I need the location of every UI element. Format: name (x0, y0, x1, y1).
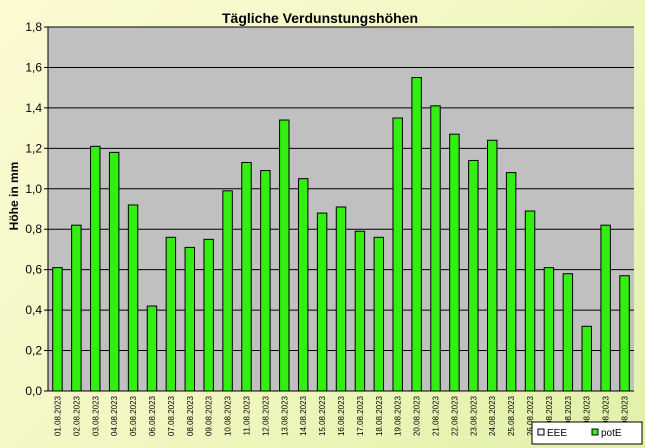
x-tick-label: 29.08.2023 (583, 395, 592, 436)
x-tick-label: 19.08.2023 (394, 395, 403, 436)
bar (146, 305, 158, 392)
x-tick-label: 06.08.2023 (148, 395, 157, 436)
x-tick-label: 03.08.2023 (91, 395, 100, 436)
y-axis-ticks: 0,0 0,2 0,4 0,6 0,8 1,0 1,2 1,4 1,6 1,8 (25, 20, 48, 398)
x-tick-label: 15.08.2023 (318, 395, 327, 436)
bar (524, 210, 536, 392)
legend-swatch (591, 428, 599, 436)
bar (52, 267, 63, 392)
x-tick-label: 22.08.2023 (450, 395, 459, 436)
bar (165, 236, 177, 392)
bar (373, 236, 385, 392)
y-axis-label: Höhe in mm (7, 162, 21, 231)
legend: EEE potE (531, 421, 643, 445)
legend-label: potE (601, 428, 622, 439)
bar (600, 224, 611, 392)
y-tick-label: 1,8 (25, 20, 42, 34)
y-tick-label: 0,4 (25, 303, 42, 317)
bar (108, 151, 120, 392)
bar (260, 170, 271, 392)
bar (411, 77, 422, 392)
x-tick-label: 08.08.2023 (186, 395, 195, 436)
legend-label: EEE (547, 428, 567, 439)
x-tick-label: 24.08.2023 (488, 395, 497, 436)
x-tick-label: 20.08.2023 (413, 395, 422, 436)
bar (316, 212, 328, 392)
x-tick-label: 07.08.2023 (167, 395, 176, 436)
bar (581, 325, 592, 392)
bar (562, 273, 574, 392)
x-tick-label: 28.08.2023 (564, 395, 573, 436)
x-tick-label: 12.08.2023 (261, 395, 270, 436)
legend-box (531, 421, 643, 445)
bar (90, 145, 101, 392)
bar (468, 159, 479, 392)
x-tick-label: 02.08.2023 (72, 395, 81, 436)
bar (279, 119, 290, 392)
bars (52, 77, 630, 392)
x-tick-label: 26.08.2023 (526, 395, 535, 436)
bar (543, 267, 555, 392)
bar (203, 238, 214, 392)
y-tick-label: 0,6 (25, 263, 42, 277)
bar (449, 133, 460, 392)
bar (184, 246, 195, 392)
y-tick-label: 0,0 (25, 384, 42, 398)
x-tick-label: 23.08.2023 (469, 395, 478, 436)
bar (505, 172, 517, 392)
y-tick-label: 0,8 (25, 222, 42, 236)
bar (487, 139, 498, 392)
chart-title: Tägliche Verdunstungshöhen (222, 10, 418, 26)
x-tick-label: 11.08.2023 (242, 395, 251, 435)
x-tick-label: 25.08.2023 (507, 395, 516, 436)
x-tick-label: 31.08.2023 (621, 395, 630, 436)
x-tick-label: 01.08.2023 (53, 395, 62, 436)
x-axis-ticks: 01.08.2023 02.08.2023 03.08.2023 04.08.2023… (53, 395, 629, 436)
x-tick-label: 18.08.2023 (375, 395, 384, 436)
bar (430, 105, 441, 392)
x-tick-label: 13.08.2023 (280, 395, 289, 436)
bar (222, 190, 233, 392)
bar (297, 178, 309, 392)
x-tick-label: 27.08.2023 (545, 395, 554, 436)
y-tick-label: 1,2 (25, 141, 42, 155)
y-tick-label: 0,2 (25, 344, 42, 358)
x-tick-label: 14.08.2023 (299, 395, 308, 436)
x-tick-label: 30.08.2023 (602, 395, 611, 436)
x-tick-label: 10.08.2023 (224, 395, 233, 436)
x-tick-label: 17.08.2023 (356, 395, 365, 436)
bar (335, 206, 347, 392)
bar (619, 275, 630, 392)
x-tick-label: 09.08.2023 (205, 395, 214, 436)
x-tick-label: 16.08.2023 (337, 395, 346, 436)
x-tick-label: 21.08.2023 (432, 395, 441, 436)
bar (241, 161, 252, 392)
x-tick-label: 04.08.2023 (110, 395, 119, 436)
y-tick-label: 1,4 (25, 101, 42, 115)
bar (354, 230, 366, 392)
bar (71, 224, 82, 392)
y-tick-label: 1,6 (25, 60, 42, 74)
bar (392, 117, 403, 392)
bar (127, 204, 139, 392)
y-tick-label: 1,0 (25, 182, 42, 196)
legend-swatch (537, 428, 545, 436)
x-tick-label: 05.08.2023 (129, 395, 138, 436)
